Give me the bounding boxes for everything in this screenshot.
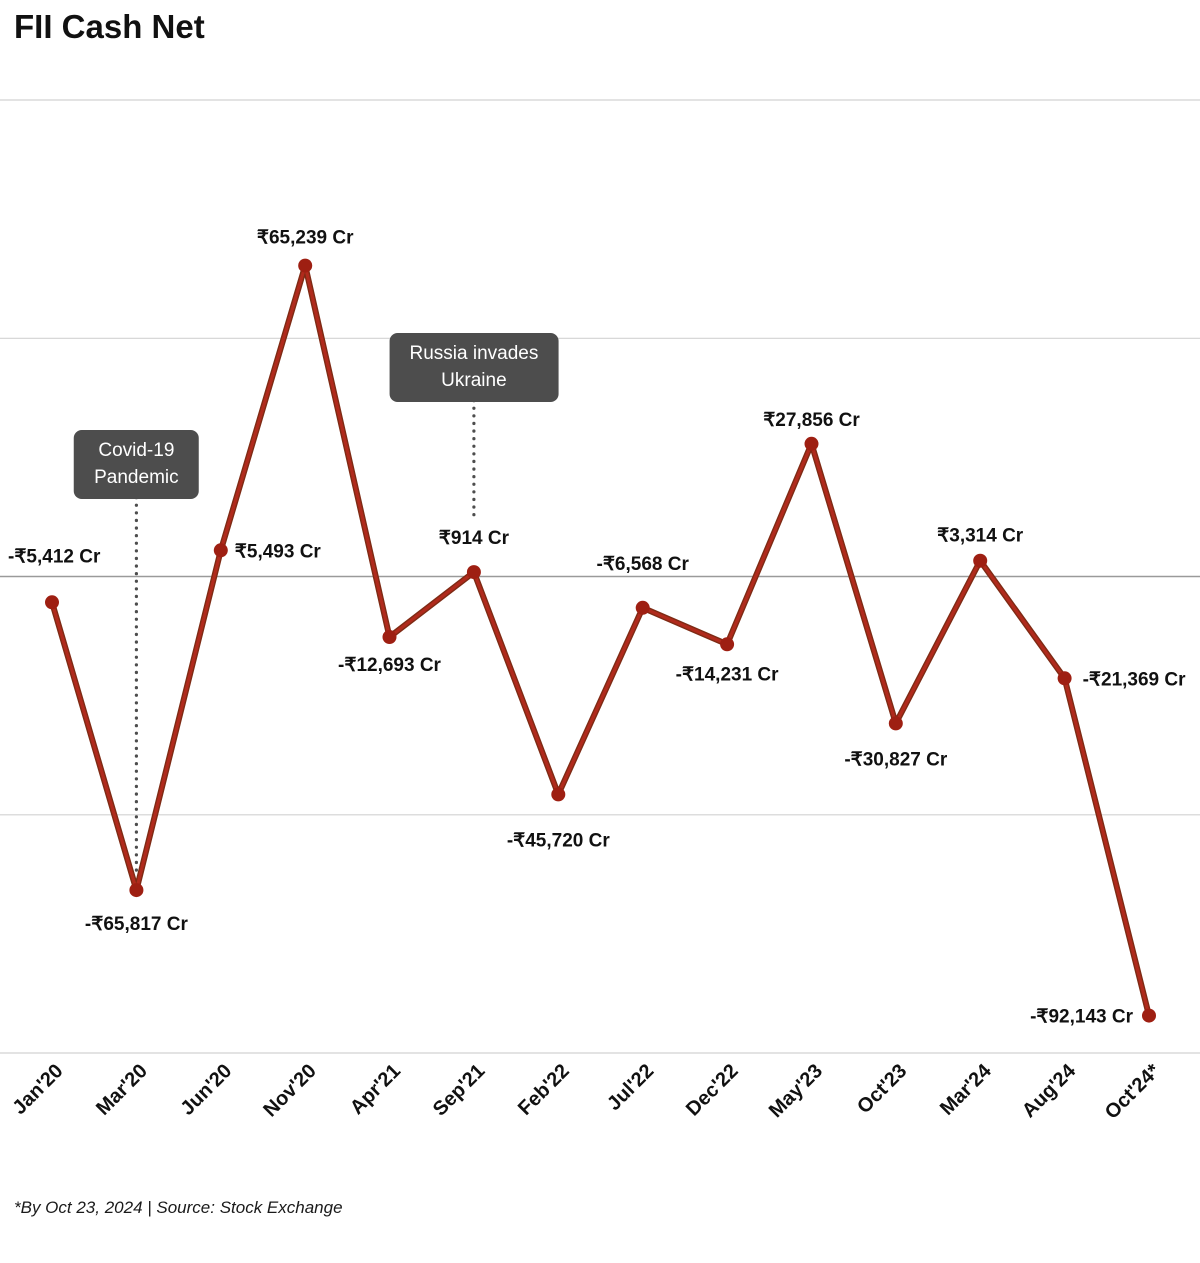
data-label: -₹6,568 Cr [597, 554, 690, 575]
annotation-covid: Covid-19 Pandemic [74, 430, 199, 500]
data-label: ₹3,314 Cr [937, 526, 1024, 547]
data-label: ₹27,856 Cr [763, 410, 860, 431]
x-axis-label: Jun'20 [177, 1060, 237, 1120]
data-label: -₹14,231 Cr [676, 664, 780, 685]
data-point [1057, 671, 1072, 686]
data-label: ₹65,239 Cr [257, 228, 354, 249]
annotation-russia-ukraine: Russia invades Ukraine [389, 333, 559, 403]
data-point [804, 436, 819, 451]
x-axis-label: Mar'24 [936, 1059, 996, 1119]
x-axis-label: Aug'24 [1018, 1059, 1081, 1122]
data-point [466, 565, 481, 580]
data-label: -₹12,693 Cr [338, 655, 442, 676]
data-point [551, 787, 566, 802]
x-axis-label: Sep'21 [429, 1060, 490, 1121]
page-title: FII Cash Net [14, 8, 205, 45]
data-label: -₹92,143 Cr [1030, 1007, 1134, 1028]
x-axis-label: May'23 [765, 1060, 827, 1122]
data-point [382, 630, 397, 644]
annotation-russia-line2: Ukraine [441, 369, 507, 391]
data-point [1142, 1008, 1156, 1023]
data-point [45, 595, 59, 610]
x-axis-label: Oct'24* [1101, 1060, 1165, 1124]
data-label: -₹21,369 Cr [1083, 669, 1187, 690]
annotation-russia-line1: Russia invades [409, 343, 539, 364]
data-label: ₹5,493 Cr [235, 541, 322, 562]
x-axis-label: Mar'20 [92, 1060, 152, 1120]
annotation-covid-line2: Pandemic [94, 466, 179, 488]
data-label: -₹65,817 Cr [85, 914, 189, 935]
x-axis-label: Nov'20 [259, 1060, 320, 1121]
series-line-outline [49, 262, 1152, 1019]
data-point [888, 716, 903, 731]
data-point [213, 543, 228, 558]
data-label: -₹45,720 Cr [507, 830, 611, 851]
data-label: ₹914 Cr [439, 528, 510, 549]
source-footnote: *By Oct 23, 2024 | Source: Stock Exchang… [14, 1198, 343, 1217]
series-line [50, 264, 1151, 1018]
x-axis-label: Apr'21 [346, 1060, 405, 1119]
data-point [298, 258, 313, 273]
annotation-covid-line1: Covid-19 [98, 440, 175, 461]
data-point [129, 883, 144, 898]
data-label: -₹5,412 Cr [8, 546, 101, 567]
data-label: -₹30,827 Cr [844, 749, 948, 770]
data-point [973, 553, 988, 568]
x-axis-label: Oct'23 [853, 1060, 911, 1118]
data-point [720, 637, 735, 652]
data-point [635, 600, 650, 615]
x-axis-label: Jan'20 [9, 1060, 68, 1119]
x-axis-label: Dec'22 [682, 1060, 743, 1121]
x-axis-label: Jul'22 [603, 1060, 658, 1115]
x-axis-label: Feb'22 [514, 1060, 574, 1120]
